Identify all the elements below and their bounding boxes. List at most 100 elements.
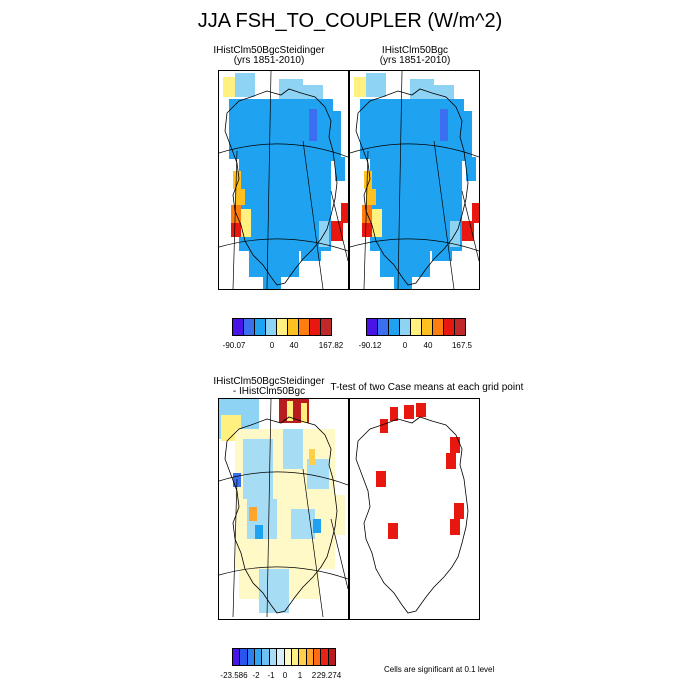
colorbar-swatch	[400, 319, 411, 335]
greenland-coastline	[355, 416, 469, 614]
colorbar3-label: -1	[267, 671, 275, 680]
meridian-line	[266, 399, 272, 618]
colorbar-swatch	[310, 319, 321, 335]
colorbar-swatch	[306, 649, 314, 665]
meridian-line	[433, 140, 455, 289]
colorbar-swatch	[455, 319, 465, 335]
colorbar2-label: 167.5	[451, 341, 473, 350]
grid-cell	[249, 507, 257, 521]
grid-cell	[309, 449, 315, 465]
grid-cell	[307, 459, 329, 489]
colorbar3-label: 2	[311, 671, 317, 680]
colorbar3-label: 29.274	[316, 671, 342, 680]
colorbar-swatch	[277, 319, 288, 335]
colorbar-bgc	[366, 318, 466, 336]
colorbar-swatch	[389, 319, 400, 335]
meridian-line	[330, 518, 348, 590]
grid-cell	[259, 569, 289, 613]
grid-cell	[432, 231, 452, 261]
colorbar-swatch	[244, 319, 255, 335]
grid-cell	[364, 171, 372, 189]
colorbar-swatch	[367, 319, 378, 335]
panel3-title: IHistClm50BgcSteidinger - IHistClm50Bgc	[213, 376, 325, 397]
grid-cell	[462, 221, 474, 241]
colorbar-swatch	[262, 649, 270, 665]
grid-cell	[301, 403, 307, 423]
colorbar3-label: -23.586	[220, 671, 248, 680]
colorbar-swatch	[277, 649, 285, 665]
colorbar-swatch	[411, 319, 422, 335]
figure-title: JJA FSH_TO_COUPLER (W/m^2)	[197, 10, 503, 32]
grid-cell	[255, 525, 263, 539]
colorbar-swatch	[269, 649, 278, 665]
meridian-line	[232, 150, 238, 289]
colorbar3-label: 0	[282, 671, 288, 680]
grid-cell	[450, 519, 460, 535]
meridian-line	[266, 71, 272, 289]
greenland-coastline	[224, 88, 338, 286]
colorbar-swatch	[233, 319, 244, 335]
panel4-title: T-test of two Case means at each grid po…	[330, 382, 524, 393]
grid-cell	[372, 209, 382, 237]
meridian-line	[330, 190, 348, 262]
grid-cell	[231, 223, 241, 237]
latitude-line	[219, 566, 348, 580]
colorbar-swatch	[321, 319, 331, 335]
colorbar-swatch	[291, 649, 300, 665]
grid-cell	[341, 203, 348, 223]
colorbar-swatch	[321, 649, 329, 665]
grid-cell	[376, 471, 386, 487]
colorbar-swatch	[288, 319, 299, 335]
colorbar-swatch	[266, 319, 277, 335]
colorbar2-label: 0	[402, 341, 408, 350]
colorbar-swatch	[444, 319, 455, 335]
colorbar3-label: 1	[297, 671, 303, 680]
grid-cell	[331, 221, 343, 241]
colorbar-swatch	[422, 319, 433, 335]
latitude-line	[350, 143, 479, 158]
grid-cell	[446, 453, 456, 469]
colorbar-swatch	[255, 649, 263, 665]
grid-cell	[313, 519, 321, 533]
grid-cell	[380, 419, 388, 433]
grid-cell	[223, 77, 235, 97]
colorbar-swatch	[433, 319, 444, 335]
grid-cell	[291, 509, 315, 539]
grid-cell	[301, 231, 321, 261]
greenland-coastline	[355, 88, 469, 286]
colorbar1-label: 167.82	[318, 341, 344, 350]
colorbar-swatch	[255, 319, 266, 335]
colorbar1-label: -90.07	[222, 341, 246, 350]
meridian-line	[302, 140, 324, 289]
grid-cell	[241, 161, 261, 201]
grid-cell	[454, 503, 464, 519]
grid-cell	[329, 495, 345, 535]
colorbar3-label: -2	[252, 671, 260, 680]
grid-cell	[362, 223, 372, 237]
latitude-line	[219, 471, 348, 486]
map-panel-bgc	[349, 70, 480, 290]
colorbar-swatch	[233, 649, 241, 665]
colorbar-swatch	[247, 649, 256, 665]
colorbar2-label: -90.12	[358, 341, 382, 350]
greenland-coastline	[224, 416, 338, 614]
grid-cell	[335, 157, 345, 181]
meridian-line	[461, 190, 479, 262]
grid-cell	[366, 189, 376, 205]
map-panel-ttest	[349, 398, 480, 620]
colorbar-swatch	[328, 649, 336, 665]
colorbar-swatch	[299, 319, 310, 335]
colorbar1-label: 40	[289, 341, 299, 350]
panel1-title: IHistClm50BgcSteidinger (yrs 1851-2010)	[213, 45, 325, 66]
colorbar-difference	[232, 648, 336, 666]
grid-cell	[287, 401, 293, 421]
colorbar-swatch	[240, 649, 248, 665]
latitude-line	[350, 238, 479, 252]
grid-cell	[235, 189, 245, 205]
meridian-line	[302, 468, 324, 618]
significance-note: Cells are significant at 0.1 level	[384, 665, 495, 674]
colorbar2-label: 40	[423, 341, 433, 350]
colorbar-swatch	[284, 649, 292, 665]
grid-cell	[235, 73, 255, 97]
grid-cell	[466, 157, 476, 181]
